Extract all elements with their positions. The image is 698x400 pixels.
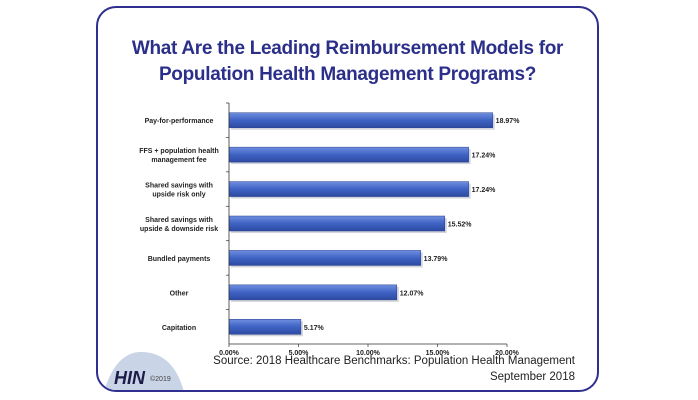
category-label: Capitation xyxy=(162,325,196,332)
bar-chart: 18.97% Pay-for-performance 17.24% FFS + pop… xyxy=(139,102,521,357)
value-label: 17.24% xyxy=(472,153,497,160)
category-label: Other xyxy=(170,290,189,297)
value-label: 17.24% xyxy=(472,187,497,194)
chart-card: What Are the Leading Reimbursement Model… xyxy=(96,6,599,392)
x-tick-label: 5.00% xyxy=(289,350,310,357)
category-label: FFS + population health xyxy=(139,148,219,155)
category-label: upside risk only xyxy=(152,192,205,199)
x-tick-label: 10.00% xyxy=(356,350,381,357)
category-label: Bundled payments xyxy=(148,256,211,263)
category-label: Pay-for-performance xyxy=(145,118,214,125)
bar xyxy=(228,146,469,163)
bar xyxy=(228,112,493,128)
value-label: 15.52% xyxy=(448,222,473,229)
bar xyxy=(228,250,421,266)
category-label: upside & downside risk xyxy=(140,226,218,233)
category-label: Shared savings with xyxy=(145,217,213,224)
source-date: September 2018 xyxy=(489,371,575,383)
chart-title-line2: Population Health Management Programs? xyxy=(158,64,537,85)
copyright-text: ©2019 xyxy=(150,376,171,383)
category-label: Shared savings with xyxy=(145,183,213,190)
bar xyxy=(228,181,469,197)
value-label: 12.07% xyxy=(400,290,425,297)
bar xyxy=(228,215,445,232)
x-tick-label: 15.00% xyxy=(426,350,451,357)
hin-logo-icon: HIN xyxy=(104,351,184,390)
value-label: 5.17% xyxy=(304,325,325,332)
x-tick-label: 0.00% xyxy=(219,350,240,357)
logo-text: HIN xyxy=(114,368,146,388)
bar xyxy=(228,319,302,335)
bar xyxy=(228,284,398,301)
chart-title-line1: What Are the Leading Reimbursement Model… xyxy=(131,38,564,59)
source-line1: Source: 2018 Healthcare Benchmarks: Popu… xyxy=(213,355,575,367)
value-label: 13.79% xyxy=(424,256,449,263)
value-label: 18.97% xyxy=(496,118,521,125)
x-tick-label: 20.00% xyxy=(495,350,520,357)
category-label: management fee xyxy=(151,157,206,164)
